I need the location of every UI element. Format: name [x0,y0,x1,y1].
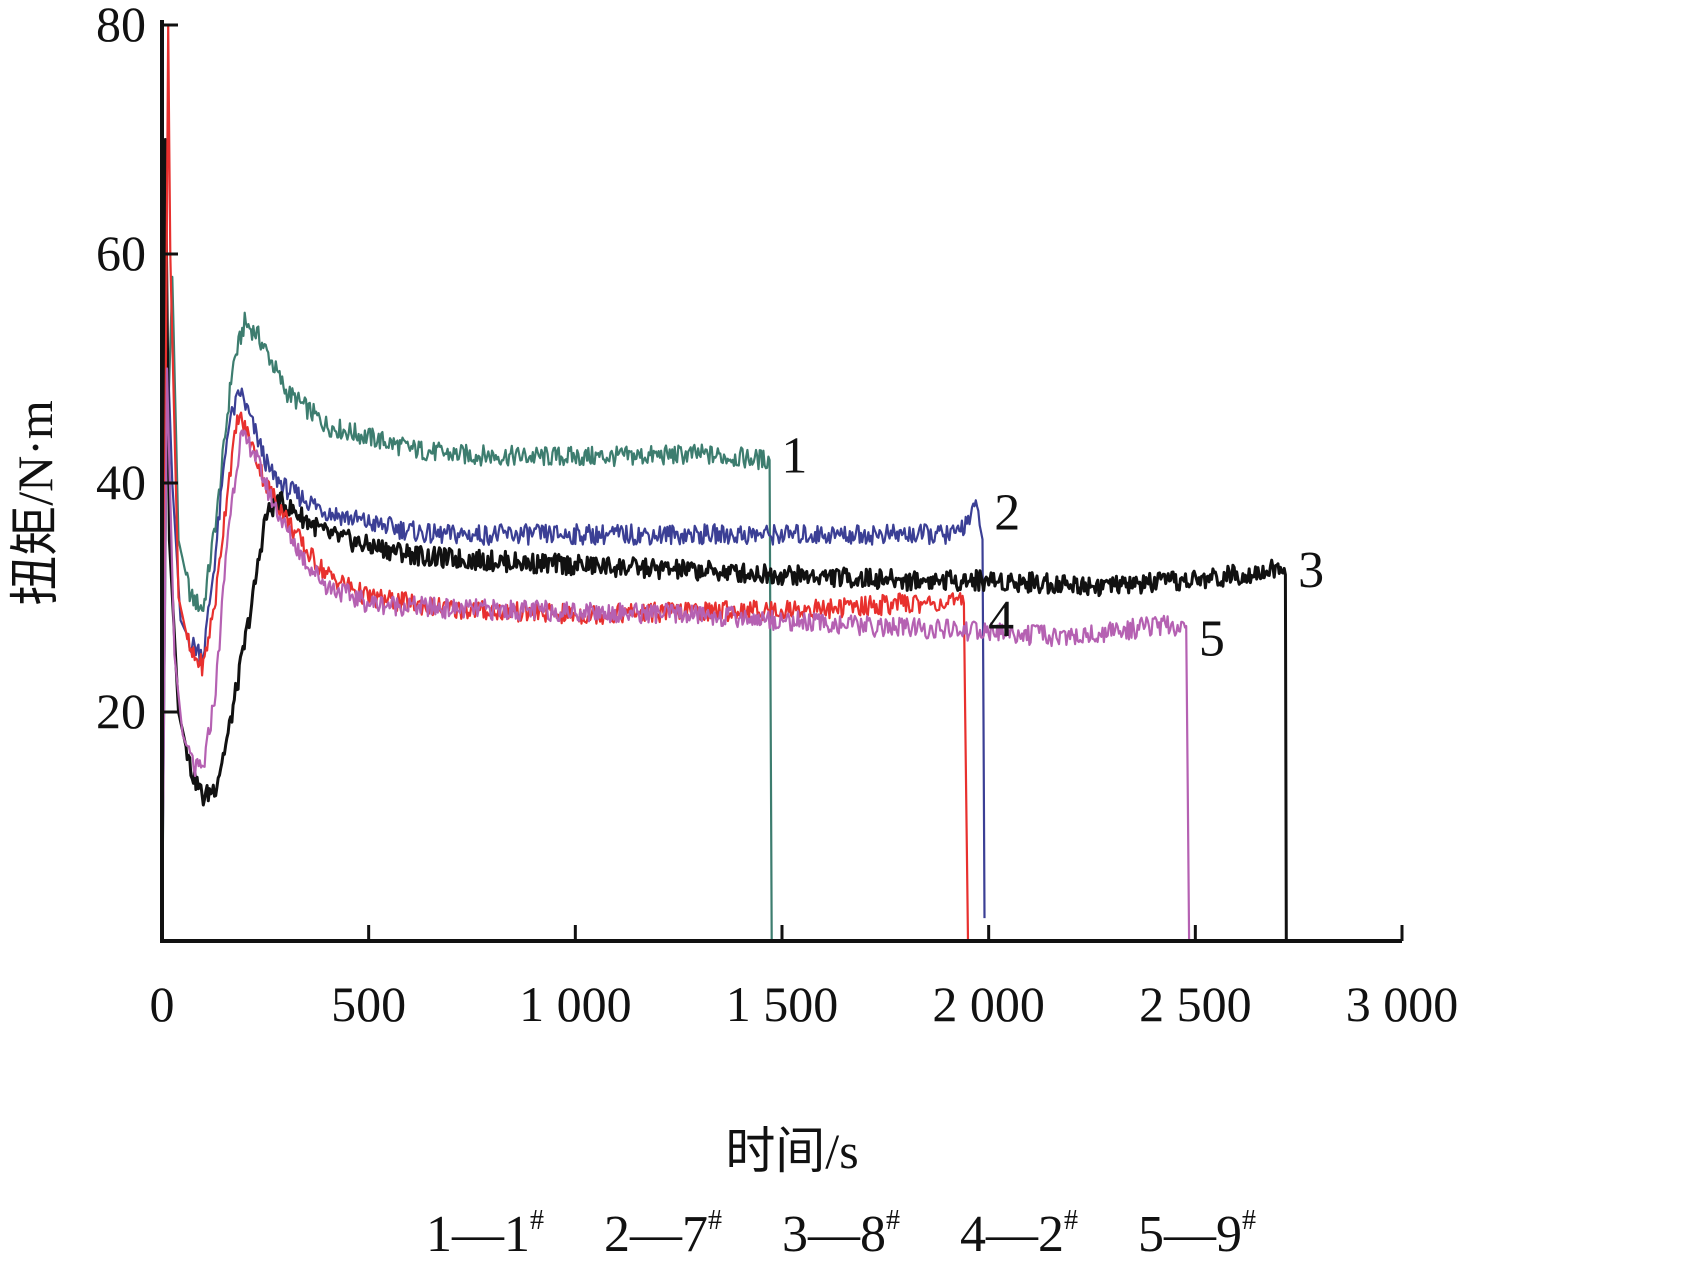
legend-item-1: 1—1# [426,1205,544,1264]
curve-label-5: 5 [1199,611,1225,668]
legend-item-superscript: # [1064,1205,1078,1236]
x-tick-label: 1 000 [519,976,632,1032]
y-tick-label: 20 [96,683,146,739]
x-axis-title: 时间/s [725,1123,858,1179]
legend-item-superscript: # [1242,1205,1256,1236]
legend-item-4: 4—2# [960,1205,1078,1264]
tick-layer: 0 500 1 000 1 500 2 000 2 500 3 000 20 40 60 80 [96,0,1458,1032]
legend-item-superscript: # [708,1205,722,1236]
series-layer [160,23,1288,942]
y-axis-title: 扭矩/N·m [7,400,63,606]
legend-item-text: 3—8 [782,1206,886,1263]
y-tick-label: 40 [96,454,146,510]
legend-item-text: 5—9 [1138,1206,1242,1263]
curve-label-2: 2 [994,485,1020,542]
curve-label-layer: 1 2 3 4 5 [781,427,1324,667]
legend-item-5: 5—9# [1138,1205,1256,1264]
legend: 1—1# 2—7# 3—8# 4—2# 5—9# [0,1205,1682,1264]
x-tick-label: 0 [150,976,175,1032]
y-tick-label: 60 [96,225,146,281]
legend-item-text: 4—2 [960,1206,1064,1263]
curve-label-3: 3 [1298,542,1324,599]
legend-item-3: 3—8# [782,1205,900,1264]
y-tick-label: 80 [96,0,146,52]
x-tick-label: 2 500 [1139,976,1252,1032]
series-line-1 [160,275,773,942]
series-line-2 [160,310,986,942]
legend-item-text: 1—1 [426,1206,530,1263]
x-tick-label: 500 [331,976,406,1032]
curve-label-4: 4 [988,591,1014,648]
x-tick-label: 1 500 [726,976,839,1032]
legend-item-superscript: # [530,1205,544,1236]
x-tick-label: 2 000 [932,976,1045,1032]
x-tick-label: 3 000 [1346,976,1459,1032]
series-line-4 [160,23,970,942]
legend-item-2: 2—7# [604,1205,722,1264]
legend-item-text: 2—7 [604,1206,708,1263]
series-line-3 [160,138,1288,942]
series-line-5 [160,367,1191,942]
curve-label-1: 1 [781,427,807,484]
legend-item-superscript: # [886,1205,900,1236]
